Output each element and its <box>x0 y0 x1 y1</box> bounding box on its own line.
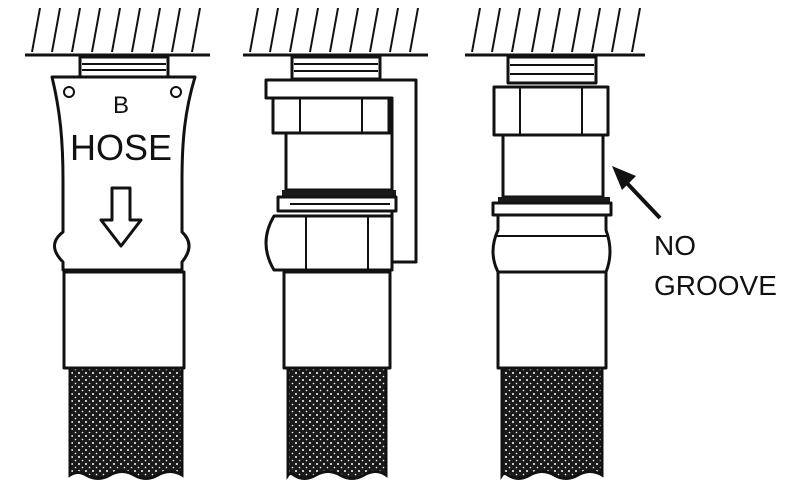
fitting-with-groove-gauge <box>243 7 428 480</box>
braided-hose-3 <box>500 366 604 480</box>
collar-2 <box>284 131 394 192</box>
mounting-surface-1 <box>25 7 210 57</box>
mounting-surface-2 <box>243 7 428 57</box>
braided-hose-1 <box>68 366 184 480</box>
hose-ferrule-1 <box>62 270 186 370</box>
nut-hex-3 <box>492 85 610 137</box>
braided-hose-2 <box>286 366 388 480</box>
identification-tag: B HOSE <box>50 75 197 272</box>
flange-3 <box>491 197 613 217</box>
callout-arrowhead <box>612 166 636 190</box>
fitting-without-groove <box>465 7 645 480</box>
down-arrow-icon <box>99 186 143 248</box>
collar-3 <box>501 133 605 199</box>
port-threads-2 <box>290 55 382 81</box>
port-threads-1 <box>78 55 170 79</box>
port-threads-3 <box>506 55 598 85</box>
hose-ferrule-2 <box>282 270 392 370</box>
callout-leader-line <box>622 178 662 220</box>
hose-ferrule-3 <box>496 270 608 370</box>
tag-letter: B <box>113 92 129 119</box>
callout-text-line-2: GROOVE <box>654 270 777 301</box>
fitting-with-hose-tag: B HOSE <box>25 7 210 480</box>
socket-hex-2 <box>264 214 394 272</box>
groove-2 <box>276 190 398 213</box>
mounting-surface-3 <box>465 7 645 57</box>
callout-text-line-1: NO <box>654 230 696 261</box>
socket-3 <box>491 213 612 274</box>
tag-word: HOSE <box>70 127 172 168</box>
no-groove-callout: NO GROOVE <box>612 166 777 301</box>
